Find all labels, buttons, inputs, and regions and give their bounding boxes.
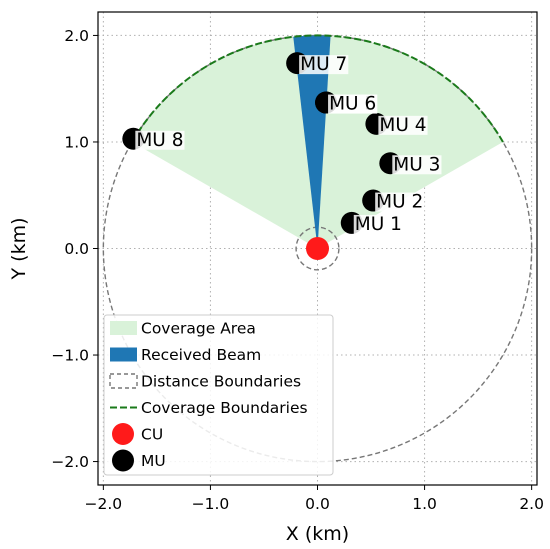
mu-point: MU 3 — [379, 152, 442, 175]
mu-label: MU 8 — [136, 130, 183, 151]
legend-entry: Distance Boundaries — [109, 373, 301, 391]
mu-label-background — [299, 55, 349, 75]
legend-symbol — [110, 321, 137, 335]
plot-frame — [97, 11, 538, 486]
mu-label-background — [135, 130, 185, 150]
legend-label: CU — [141, 426, 163, 444]
received-beam — [293, 35, 331, 249]
mu-point: MU 2 — [362, 189, 425, 213]
coverage-boundary — [131, 34, 504, 143]
legend-entry: Coverage Area — [110, 320, 256, 338]
legend-label: MU — [141, 452, 166, 470]
legend-symbol — [112, 449, 134, 472]
y-tick-label: −1.0 — [51, 347, 89, 365]
mu-point: MU 1 — [340, 211, 403, 235]
plot-area — [102, 34, 533, 463]
mu-label: MU 1 — [355, 214, 402, 235]
x-tick-label: −2.0 — [85, 495, 123, 513]
mu-label-background — [328, 94, 378, 114]
mu-point: MU 4 — [365, 112, 428, 136]
y-tick-label: 2.0 — [64, 27, 89, 45]
legend: Coverage Area Received Beam Distance Bound… — [103, 314, 334, 476]
mu-label: MU 2 — [376, 192, 423, 213]
mu-point: MU 8 — [122, 127, 185, 151]
legend-symbol — [112, 423, 134, 445]
mu-label: MU 7 — [300, 54, 347, 75]
mu-label: MU 6 — [329, 94, 376, 115]
mu-label: MU 4 — [379, 115, 426, 136]
mu-label-background — [375, 192, 425, 212]
y-axis-label: Y (km) — [8, 218, 30, 281]
x-tick-label: 0.0 — [305, 495, 330, 513]
legend-label: Received Beam — [141, 346, 261, 364]
legend-entry: Coverage Boundaries — [110, 399, 308, 417]
mu-label-background — [378, 115, 428, 135]
x-tick-label: −1.0 — [192, 495, 230, 513]
legend-entry: MU — [112, 449, 166, 472]
mu-point: MU 7 — [286, 52, 349, 75]
x-tick-label: 1.0 — [412, 495, 437, 513]
x-tick-label: 2.0 — [519, 495, 544, 513]
y-tick-label: −2.0 — [51, 453, 89, 471]
mu-point: MU 6 — [315, 91, 378, 115]
legend-entry: Received Beam — [110, 346, 261, 364]
y-tick-label: 0.0 — [64, 240, 89, 258]
mu-markers: MU 1MU 2MU 3MU 4MU 5MU 6MU 7MU 8 — [122, 52, 442, 235]
legend-symbol — [110, 347, 137, 362]
legend-label: Distance Boundaries — [141, 373, 301, 391]
mu-label-background — [392, 155, 442, 175]
legend-box — [103, 314, 334, 476]
x-axis-label: X (km) — [286, 523, 349, 545]
legend-label: Coverage Boundaries — [141, 399, 308, 417]
mu-label: MU 3 — [393, 154, 440, 175]
legend-entry: CU — [112, 423, 163, 445]
axis-ticks: −2.0 −1.0 0.0 1.0 2.0 −2.0 −1.0 0.0 1.0 2.0 — [51, 27, 544, 513]
cu-marker — [306, 237, 329, 260]
y-tick-label: 1.0 — [64, 133, 89, 151]
distance-boundary-outer — [102, 34, 533, 463]
mu-label-background — [353, 214, 403, 234]
legend-label: Coverage Area — [141, 320, 256, 338]
